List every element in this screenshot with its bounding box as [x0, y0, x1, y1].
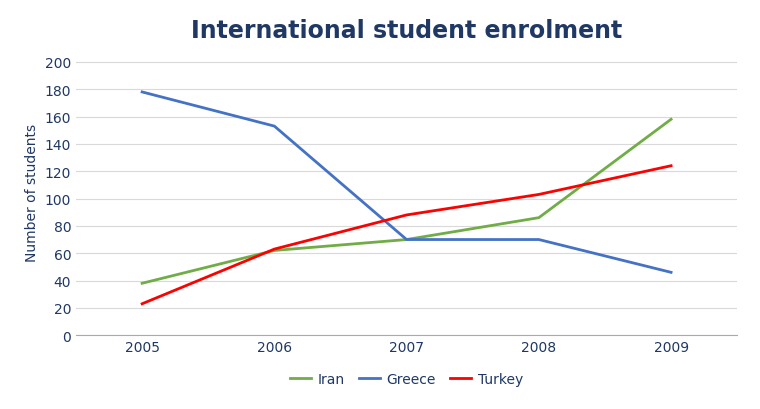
Legend: Iran, Greece, Turkey: Iran, Greece, Turkey [284, 366, 529, 391]
Line: Greece: Greece [142, 93, 671, 273]
Greece [402, 238, 411, 243]
Greece [138, 90, 147, 95]
Iran [667, 117, 676, 122]
Line: Turkey: Turkey [142, 166, 671, 304]
Iran [534, 216, 543, 220]
Greece [667, 270, 676, 275]
Iran [270, 248, 279, 253]
Y-axis label: Number of students: Number of students [25, 124, 39, 261]
Iran [402, 238, 411, 243]
Line: Iran: Iran [142, 120, 671, 283]
Turkey [667, 164, 676, 169]
Turkey [138, 301, 147, 306]
Greece [270, 124, 279, 129]
Turkey [534, 193, 543, 198]
Iran [138, 281, 147, 286]
Title: International student enrolment: International student enrolment [191, 19, 622, 43]
Greece [534, 238, 543, 243]
Turkey [270, 247, 279, 252]
Turkey [402, 213, 411, 218]
